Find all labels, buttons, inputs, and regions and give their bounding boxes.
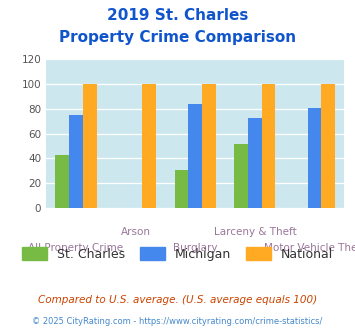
Text: All Property Crime: All Property Crime [28, 243, 124, 253]
Bar [248, 117, 262, 208]
Text: Arson: Arson [121, 227, 151, 237]
Bar [142, 84, 156, 208]
Bar [308, 108, 321, 208]
Text: Motor Vehicle Theft: Motor Vehicle Theft [264, 243, 355, 253]
Bar [234, 144, 248, 208]
Bar [321, 84, 335, 208]
Bar [189, 104, 202, 208]
Legend: St. Charles, Michigan, National: St. Charles, Michigan, National [17, 242, 338, 266]
Bar [55, 155, 69, 208]
Text: © 2025 CityRating.com - https://www.cityrating.com/crime-statistics/: © 2025 CityRating.com - https://www.city… [32, 317, 323, 326]
Bar [69, 115, 83, 208]
Bar [83, 84, 97, 208]
Text: Compared to U.S. average. (U.S. average equals 100): Compared to U.S. average. (U.S. average … [38, 295, 317, 305]
Bar [175, 170, 189, 208]
Bar [262, 84, 275, 208]
Text: Property Crime Comparison: Property Crime Comparison [59, 30, 296, 45]
Bar [202, 84, 216, 208]
Text: Burglary: Burglary [173, 243, 218, 253]
Text: 2019 St. Charles: 2019 St. Charles [107, 8, 248, 23]
Text: Larceny & Theft: Larceny & Theft [213, 227, 296, 237]
